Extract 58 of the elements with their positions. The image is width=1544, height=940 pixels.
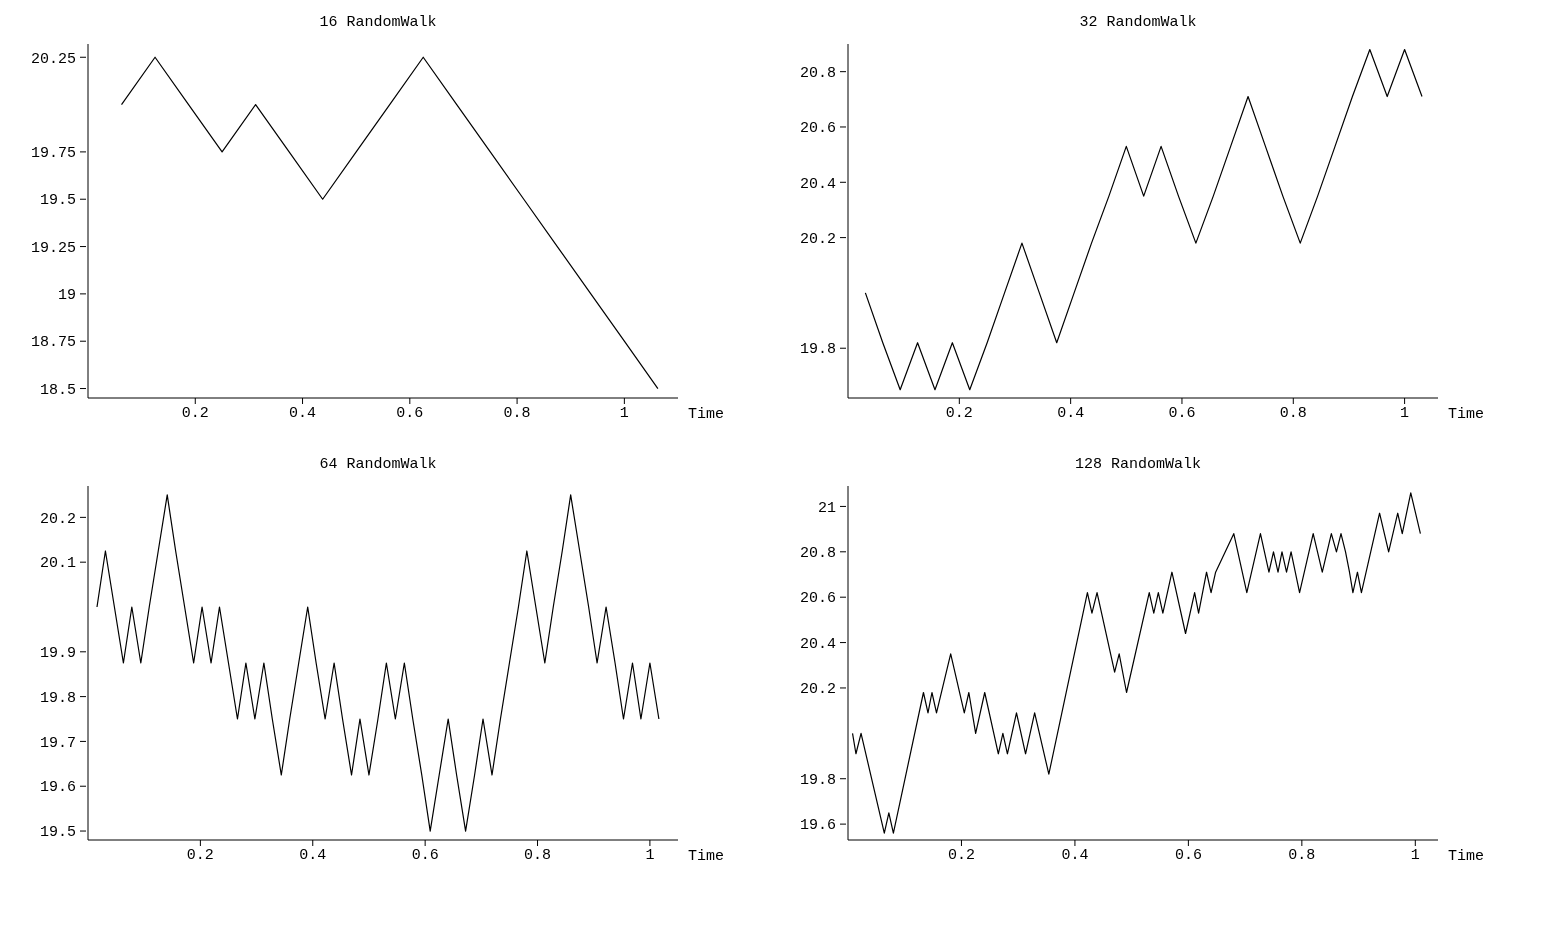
y-tick-label: 20.2 xyxy=(39,510,76,528)
x-tick-label: 0.4 xyxy=(1061,846,1089,864)
x-tick-label: 0.6 xyxy=(396,404,424,422)
x-tick-label: 0.6 xyxy=(1168,404,1196,422)
line-series xyxy=(851,492,1422,834)
x-tick-label: 0.4 xyxy=(1057,404,1085,422)
y-tick-label: 20.25 xyxy=(30,50,76,68)
x-tick-label: 1 xyxy=(645,846,655,864)
y-tick-label: 18.75 xyxy=(30,334,76,352)
x-tick-label: 0.6 xyxy=(1174,846,1202,864)
y-tick-label: 19.6 xyxy=(799,817,836,835)
x-tick-label: 0.2 xyxy=(947,846,975,864)
y-tick-label: 20.1 xyxy=(39,555,76,573)
x-tick-label: 0.8 xyxy=(524,846,552,864)
x-tick-label: 0.6 xyxy=(411,846,439,864)
y-tick-label: 19 xyxy=(57,287,76,305)
y-tick-label: 20.2 xyxy=(799,681,836,699)
line-series xyxy=(96,494,660,832)
y-tick-label: 20.6 xyxy=(799,590,836,608)
x-tick-label: 0.4 xyxy=(289,404,317,422)
y-tick-label: 19.8 xyxy=(799,771,836,789)
y-tick-label: 20.8 xyxy=(799,64,836,82)
y-tick-label: 20.4 xyxy=(799,635,836,653)
y-tick-label: 20.8 xyxy=(799,545,836,563)
x-tick-label: 1 xyxy=(1400,404,1410,422)
y-tick-label: 19.25 xyxy=(30,239,76,257)
chart-title: 64 RandomWalk xyxy=(318,456,438,475)
x-tick-label: 0.8 xyxy=(1288,846,1316,864)
y-tick-label: 19.9 xyxy=(39,645,76,663)
line-series xyxy=(120,56,659,390)
x-tick-label: 0.2 xyxy=(945,404,973,422)
x-tick-label: 1 xyxy=(1410,846,1420,864)
x-tick-label: 0.8 xyxy=(503,404,531,422)
chart-title: 16 RandomWalk xyxy=(318,14,438,33)
y-tick-label: 20.6 xyxy=(799,120,836,138)
x-axis-title: Time xyxy=(688,848,725,866)
chart-title: 32 RandomWalk xyxy=(1078,14,1198,33)
y-tick-label: 20.2 xyxy=(799,230,836,248)
x-axis-title: Time xyxy=(1448,406,1485,424)
x-tick-label: 1 xyxy=(619,404,629,422)
y-tick-label: 19.8 xyxy=(799,341,836,359)
y-tick-label: 20.4 xyxy=(799,175,836,193)
y-tick-label: 19.5 xyxy=(39,824,76,842)
x-tick-label: 0.2 xyxy=(181,404,209,422)
chart-title: 128 RandomWalk xyxy=(1074,456,1202,475)
x-tick-label: 0.4 xyxy=(299,846,327,864)
line-series xyxy=(864,48,1423,391)
y-tick-label: 19.5 xyxy=(39,192,76,210)
y-tick-label: 19.7 xyxy=(39,734,76,752)
x-axis-title: Time xyxy=(1448,848,1485,866)
y-tick-label: 21 xyxy=(817,499,836,517)
y-tick-label: 19.8 xyxy=(39,689,76,707)
x-axis-title: Time xyxy=(688,406,725,424)
y-tick-label: 18.5 xyxy=(39,381,76,399)
y-tick-label: 19.6 xyxy=(39,779,76,797)
x-tick-label: 0.2 xyxy=(186,846,214,864)
x-tick-label: 0.8 xyxy=(1279,404,1307,422)
y-tick-label: 19.75 xyxy=(30,145,76,163)
